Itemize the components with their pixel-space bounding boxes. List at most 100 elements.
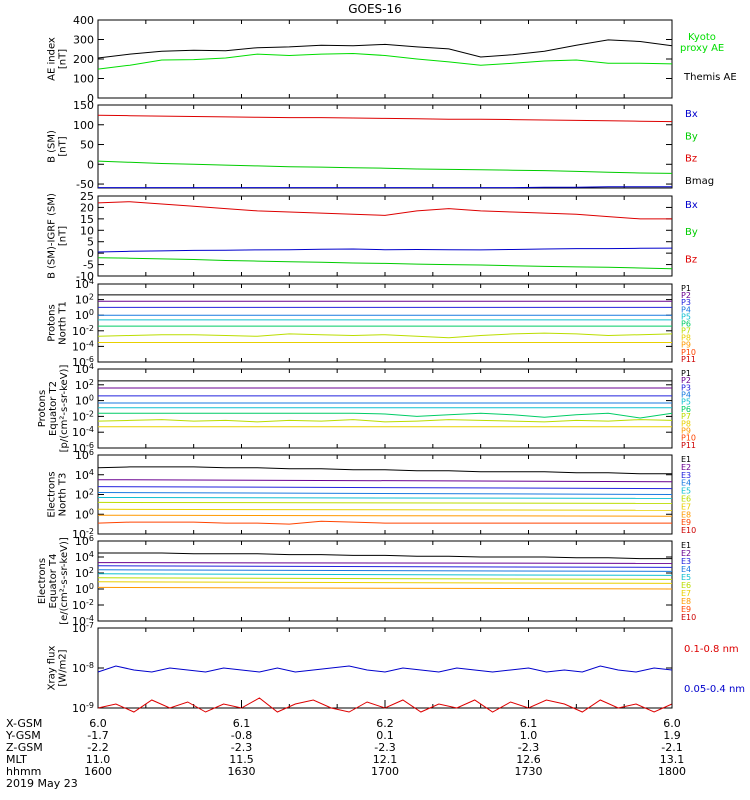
y-tick-label-p2-2: 10-2 — [72, 409, 94, 423]
legend-e2-0: E1 — [681, 541, 691, 550]
y-tick-label-ae-4: 400 — [73, 14, 94, 27]
ephem-value-2-1: -2.3 — [231, 741, 252, 754]
ephem-value-1-1: -0.8 — [231, 729, 252, 742]
panel-e2: 10-4 10-2 100 102 104 106 Electrons Equator T4[… — [37, 534, 696, 628]
series-line-ae-themis-ae — [97, 39, 673, 59]
series-line-xray-0-05-0-4-nm — [97, 665, 673, 673]
legend-e1-3: E4 — [681, 479, 691, 488]
legend-p1-7: P8 — [681, 334, 691, 343]
ephem-value-2-4: -2.1 — [661, 741, 682, 754]
ephem-value-4-1: 1630 — [228, 765, 256, 778]
ephem-value-3-3: 12.6 — [516, 753, 541, 766]
panel-xray: 10-9 10-8 10-7 Xray flux [W/m2] 0.1-0.8 nm 0.0… — [47, 621, 746, 715]
legend-e1-6: E7 — [681, 502, 691, 511]
series-line-e1-e3 — [97, 486, 673, 490]
legend-p2-2: P3 — [681, 383, 691, 392]
y-axis-label-e1-0: Electrons — [47, 471, 58, 517]
legend-e1-9: E10 — [681, 526, 696, 535]
panel-bsm: -50 0 50 100 150 B (SM) [nT] Bx By Bz Bmag — [47, 99, 715, 191]
legend-p1-2: P3 — [681, 298, 691, 307]
y-tick-label-ae-3: 300 — [73, 34, 94, 47]
legend-e1-2: E3 — [681, 471, 691, 480]
y-tick-label-p1-3: 100 — [75, 308, 94, 322]
y-tick-label-e2-2: 100 — [75, 582, 94, 596]
series-line-e1-e5 — [97, 497, 673, 499]
y-tick-label-ae-0: 0 — [87, 92, 94, 105]
legend-e1-8: E9 — [681, 518, 691, 527]
legend-ae-2: Themis AE — [683, 72, 737, 83]
y-axis-label-p1-0: Protons — [47, 304, 58, 341]
series-line-e1-e1 — [97, 466, 672, 475]
ephem-value-2-2: -2.3 — [374, 741, 395, 754]
legend-p1-9: P10 — [681, 348, 696, 357]
y-tick-label-bsm-4: 150 — [73, 99, 94, 112]
series-line-e2-e5 — [97, 573, 673, 576]
legend-p1-8: P9 — [681, 341, 691, 350]
y-tick-label-e1-1: 100 — [75, 507, 94, 521]
legend-p2-1: P2 — [681, 376, 691, 385]
y-axis-label-e1-1: North T3 — [58, 473, 69, 517]
legend-p2-3: P4 — [681, 391, 691, 400]
ephem-value-4-3: 1730 — [515, 765, 543, 778]
y-tick-label-p2-1: 10-4 — [72, 425, 94, 439]
ephem-value-4-0: 1600 — [84, 765, 112, 778]
ephem-value-3-1: 11.5 — [229, 753, 254, 766]
legend-e1-1: E2 — [681, 463, 691, 472]
ephem-value-1-3: 1.0 — [520, 729, 538, 742]
series-line-bsm-bz — [97, 114, 673, 123]
panel-frame-ae — [97, 19, 673, 99]
y-axis-label-p2-0: Protons — [37, 390, 48, 427]
y-tick-label-ae-2: 200 — [73, 53, 94, 66]
ephem-value-3-0: 11.0 — [86, 753, 111, 766]
y-axis-label-ae-1: [nT] — [58, 49, 69, 69]
y-tick-label-xray-1: 10-8 — [72, 661, 94, 675]
legend-e2-4: E5 — [681, 573, 691, 582]
ephem-value-1-4: 1.9 — [663, 729, 681, 742]
series-line-e1-e9 — [97, 520, 672, 525]
y-axis-label-e2-1: Equator T4 — [48, 554, 59, 609]
series-line-e2-e8 — [97, 586, 673, 590]
legend-bsm-2: Bz — [685, 154, 697, 165]
legend-e2-8: E9 — [681, 605, 691, 614]
y-tick-label-p2-0: 10-6 — [72, 441, 94, 455]
ephem-value-1-2: 0.1 — [376, 729, 394, 742]
ephem-value-0-0: 6.0 — [89, 717, 107, 730]
series-line-bsm-by — [97, 160, 673, 174]
y-tick-label-p2-4: 102 — [75, 378, 94, 392]
y-axis-label-p2-2: [p/(cm²-s-sr-keV)] — [59, 365, 70, 453]
legend-p1-1: P2 — [681, 291, 691, 300]
y-axis-label-bigrf-1: [nT] — [58, 226, 69, 246]
ephem-value-2-0: -2.2 — [87, 741, 108, 754]
y-axis-label-e2-2: [e/(cm²-s-sr-keV)] — [59, 537, 70, 625]
legend-e2-2: E3 — [681, 557, 691, 566]
y-axis-label-xray-0: Xray flux — [47, 646, 58, 691]
ephemeris-table: X-GSM 6.0 6.1 6.2 6.1 6.0 Y-GSM -1.7 -0.8 0.1 1.0 1… — [5, 717, 686, 790]
y-tick-label-e2-3: 102 — [75, 566, 94, 580]
y-axis-label-bigrf-0: B (SM)-IGRF (SM) — [47, 193, 58, 279]
series-line-e1-e6 — [97, 501, 673, 504]
legend-p1-6: P7 — [681, 327, 691, 336]
legend-bsm-0: Bx — [685, 109, 698, 120]
legend-p2-10: P11 — [681, 441, 696, 450]
ephem-row-label-4: hhmm — [6, 765, 41, 778]
y-axis-label-bsm-0: B (SM) — [47, 130, 58, 163]
legend-e2-1: E2 — [681, 549, 691, 558]
series-line-e1-e7 — [97, 508, 673, 511]
ephem-date: 2019 May 23 — [6, 777, 78, 790]
legend-bsm-1: By — [685, 131, 698, 142]
panel-frame-bsm — [97, 104, 673, 189]
legend-e2-5: E6 — [681, 581, 691, 590]
series-line-p2-p6 — [98, 412, 673, 419]
series-line-e1-e4 — [97, 492, 673, 495]
y-tick-label-e1-3: 104 — [75, 468, 94, 482]
ephem-value-3-4: 13.1 — [660, 753, 685, 766]
y-tick-label-e2-1: 10-2 — [72, 598, 94, 612]
legend-bigrf-1: By — [685, 227, 698, 238]
legend-e1-0: E1 — [681, 455, 691, 464]
